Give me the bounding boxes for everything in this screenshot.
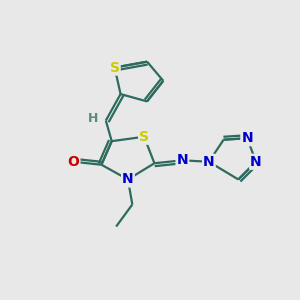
- Text: O: O: [68, 155, 80, 169]
- Text: N: N: [203, 155, 215, 169]
- Text: S: S: [139, 130, 149, 144]
- Text: N: N: [242, 131, 253, 145]
- Text: H: H: [88, 112, 99, 125]
- Text: N: N: [122, 172, 134, 186]
- Text: N: N: [250, 155, 262, 169]
- Text: S: S: [110, 61, 120, 75]
- Text: N: N: [177, 153, 188, 167]
